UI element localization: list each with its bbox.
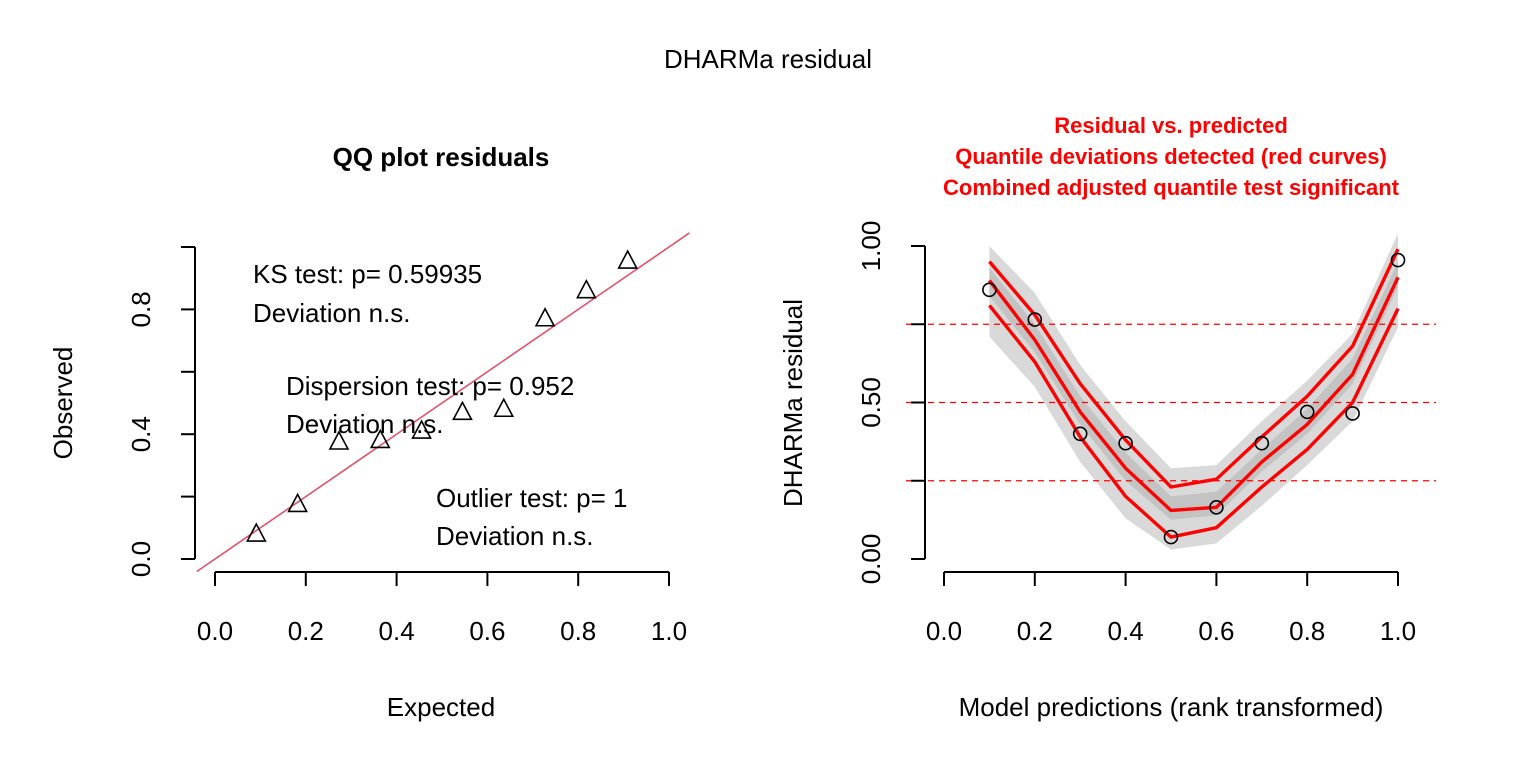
residual-point: [1254, 435, 1270, 451]
residual-plot-subtitle-combined: Combined adjusted quantile test signific…: [943, 175, 1400, 200]
quantile-curve: [988, 248, 1400, 489]
ks-test-annotation: KS test: p= 0.59935 Deviation n.s.: [253, 259, 482, 328]
quantile-curve: [988, 276, 1400, 513]
residual-plot-reference-lines: [906, 323, 1436, 482]
residual-plot-y-axis-label: DHARMa residual: [778, 299, 808, 507]
qq-plot-x-tick-label: 0.6: [469, 616, 505, 646]
residual-plot-y-tick-label: 1.00: [856, 221, 886, 272]
outlier-test-annotation: Outlier test: p= 1 Deviation n.s.: [436, 483, 627, 551]
quantile-curve: [988, 304, 1400, 539]
qq-point: [493, 397, 515, 418]
residual-point: [1390, 252, 1406, 268]
residual-plot-subtitle-quantile: Quantile deviations detected (red curves…: [955, 144, 1387, 169]
qq-point: [576, 278, 597, 299]
qq-reference-line: [196, 232, 690, 573]
qq-point: [369, 428, 391, 449]
ks-test-text: KS test: p= 0.59935: [253, 259, 482, 289]
outlier-test-deviation-text: Deviation n.s.: [436, 521, 594, 551]
outlier-test-text: Outlier test: p= 1: [436, 483, 627, 513]
residual-point: [1299, 404, 1315, 420]
residual-plot-x-tick-label: 0.6: [1198, 616, 1234, 646]
residual-plot-y-tick-label: 0.50: [856, 377, 886, 428]
qq-point: [245, 522, 267, 542]
qq-point: [617, 249, 639, 269]
residual-point: [1027, 312, 1043, 327]
dispersion-test-deviation-text: Deviation n.s.: [286, 409, 444, 439]
qq-plot-x-tick-label: 0.8: [560, 616, 596, 646]
qq-plot-x-tick-label: 0.2: [288, 616, 324, 646]
ks-test-deviation-text: Deviation n.s.: [253, 298, 411, 328]
qq-plot-panel: QQ plot residuals 0.0 0.2 0.4 0.6 0.8 1.00.00…: [48, 142, 690, 722]
qq-plot-marks: [196, 232, 690, 573]
residual-point: [1163, 529, 1179, 545]
quantile-envelope-outer: [989, 233, 1398, 550]
residual-point: [1345, 406, 1360, 421]
qq-plot-title: QQ plot residuals: [333, 142, 550, 172]
residual-plot-x-tick-label: 0.0: [926, 616, 962, 646]
qq-plot-axes: 0.0 0.2 0.4 0.6 0.8 1.0 0.0 0.4 0.8: [126, 246, 687, 646]
qq-point: [534, 307, 556, 327]
dispersion-test-annotation: Dispersion test: p= 0.952 Deviation n.s.: [286, 371, 574, 439]
residual-vs-predicted-panel: Residual vs. predicted Quantile deviatio…: [778, 113, 1436, 722]
residual-point: [1209, 500, 1224, 515]
quantile-envelope-inner: [989, 261, 1398, 520]
residual-point: [1118, 435, 1133, 451]
residual-plot-x-tick-label: 0.8: [1289, 616, 1325, 646]
qq-point: [328, 430, 350, 450]
qq-plot-x-tick-label: 0.4: [379, 616, 415, 646]
residual-plot-x-tick-label: 0.4: [1108, 616, 1144, 646]
dispersion-test-text: Dispersion test: p= 0.952: [286, 371, 574, 401]
qq-point: [452, 400, 473, 421]
qq-plot-y-tick-label: 0.8: [126, 291, 156, 327]
residual-plot-y-tick-label: 0.00: [856, 534, 886, 585]
residual-plot-points: [982, 252, 1406, 545]
qq-plot-y-tick-label: 0.4: [126, 416, 156, 452]
qq-plot-x-axis-label: Expected: [387, 692, 495, 722]
residual-plot-envelopes: [989, 233, 1398, 550]
residual-plot-title: Residual vs. predicted: [1054, 113, 1288, 138]
residual-plot-x-tick-label: 1.0: [1380, 616, 1416, 646]
residual-point: [982, 282, 997, 298]
residual-point: [1072, 426, 1088, 442]
qq-plot-x-tick-label: 0.0: [197, 616, 233, 646]
qq-plot-y-tick-label: 0.0: [126, 541, 156, 577]
residual-plot-x-tick-label: 0.2: [1017, 616, 1053, 646]
qq-point: [287, 492, 308, 513]
qq-point: [411, 419, 432, 439]
qq-plot-x-tick-label: 1.0: [651, 616, 687, 646]
residual-plot-axes: 0.0 0.2 0.4 0.6 0.8 1.0 0.00 0.50 1.00: [856, 221, 1416, 646]
residual-plot-x-axis-label: Model predictions (rank transformed): [959, 692, 1384, 722]
residual-plot-quantile-curves: [988, 248, 1400, 539]
qq-plot-y-axis-label: Observed: [48, 347, 78, 460]
figure-title: DHARMa residual: [664, 44, 872, 74]
